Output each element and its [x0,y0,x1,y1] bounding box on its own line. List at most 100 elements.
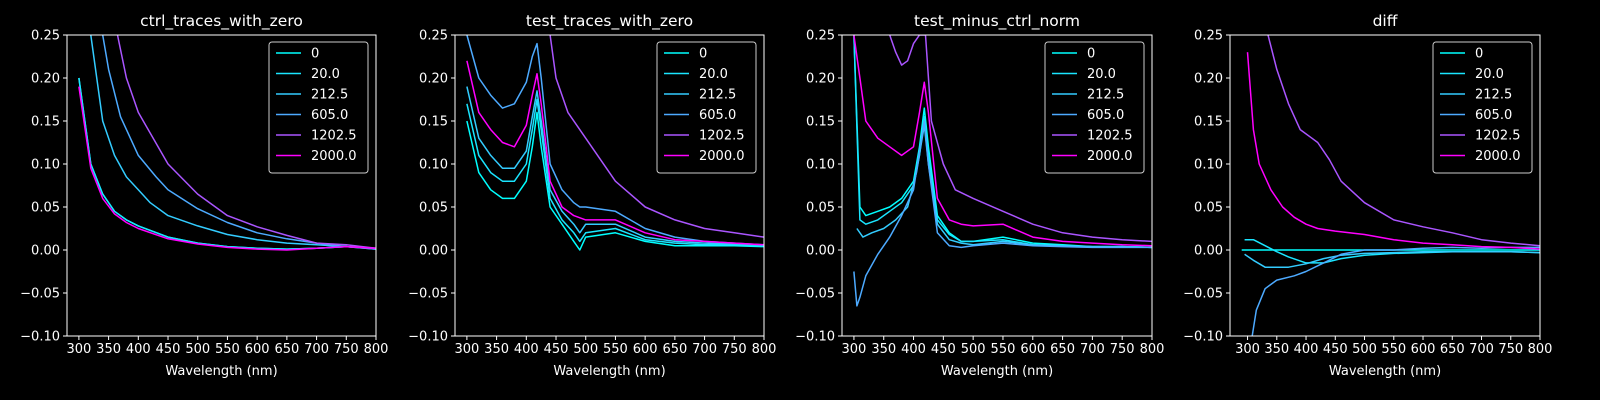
y-tick-label: 0.00 [1194,244,1223,259]
plot-lines [853,35,1152,307]
y-tick-label: −0.05 [795,287,835,302]
panel-ctrl-traces: 300 350 400 450 500 550 600 650 700 750 800 −0.10 −0… [20,12,388,379]
legend-entry: 20.0 [699,67,728,82]
series-line-4 [116,35,376,250]
y-tick-label: 0.10 [806,158,835,173]
x-tick-label: 700 [1080,342,1105,357]
y-tick-label: 0.15 [806,115,835,130]
legend-entry: 212.5 [1475,88,1512,103]
x-tick-label: 400 [901,342,926,357]
legend-entry: 2000.0 [1475,149,1521,164]
series-line-1 [466,98,764,247]
axes-frame [841,34,1153,337]
x-tick-label: 350 [1264,342,1289,357]
x-axis-label: Wavelength (nm) [941,364,1053,379]
x-tick-label: 550 [215,342,240,357]
y-tick-label: 0.05 [419,201,448,216]
series-line-2 [856,124,1152,249]
legend-entry: 2000.0 [311,149,357,164]
y-tick-label: −0.05 [408,287,448,302]
y-tick-label: −0.05 [20,287,60,302]
y-tick-label: 0.25 [1194,29,1223,44]
y-tick-label: 0.10 [31,158,60,173]
panel-test-traces: 300 350 400 450 500 550 600 650 700 750 800 −0.10 −0… [408,12,776,379]
y-tick-label: 0.20 [419,72,448,87]
legend-entry: 605.0 [1475,108,1512,123]
y-tick-label: 0.25 [31,29,60,44]
series-line-5 [1246,52,1540,250]
x-axis-label: Wavelength (nm) [165,364,277,379]
series-line-4 [549,35,764,238]
x-tick-label: 750 [334,342,359,357]
y-tick-label: 0.05 [31,201,60,216]
legend-entry: 212.5 [1087,88,1124,103]
x-tick-label: 300 [1235,342,1260,357]
x-tick-label: 300 [454,342,479,357]
series-line-5 [466,60,764,246]
legend-entry: 212.5 [699,88,736,103]
x-tick-label: 300 [66,342,91,357]
series-line-0 [466,111,764,251]
y-tick-label: 0.05 [806,201,835,216]
y-tick-label: 0.00 [419,244,448,259]
y-tick-label: −0.10 [408,330,448,345]
legend-entry: 1202.5 [1087,129,1133,144]
x-tick-label: 750 [1110,342,1135,357]
x-tick-label: 600 [1020,342,1045,357]
x-tick-label: 700 [1469,342,1494,357]
axes-frame [66,34,377,337]
legend-entry: 20.0 [311,67,340,82]
legend-entry: 20.0 [1087,67,1116,82]
x-tick-label: 500 [573,342,598,357]
series-line-5 [853,35,1152,247]
legend-entry: 0 [1087,47,1095,62]
legend-frame [1432,41,1533,174]
plot-lines [1241,35,1540,336]
legend-entry: 20.0 [1475,67,1504,82]
y-tick-label: −0.10 [1183,330,1223,345]
legend: 0 20.0 212.5 605.0 1202.5 2000.0 [1044,41,1145,174]
y-tick-label: −0.10 [795,330,835,345]
x-tick-label: 350 [871,342,896,357]
x-tick-label: 550 [603,342,628,357]
y-tick-label: 0.20 [31,72,60,87]
x-tick-label: 650 [662,342,687,357]
chart-title: test_minus_ctrl_norm [914,12,1080,31]
series-line-2 [466,86,764,246]
plot-lines [466,35,764,251]
x-tick-label: 700 [304,342,329,357]
axes-frame [454,34,765,337]
x-tick-label: 400 [126,342,151,357]
y-tick-label: 0.20 [1194,72,1223,87]
x-tick-label: 300 [842,342,867,357]
y-tick-label: −0.10 [20,330,60,345]
x-axis-label: Wavelength (nm) [1329,364,1441,379]
y-tick-label: −0.05 [1183,287,1223,302]
y-tick-label: 0.00 [806,244,835,259]
series-line-3 [466,35,764,246]
x-tick-label: 500 [185,342,210,357]
legend-entry: 605.0 [699,108,736,123]
series-line-3 [1251,246,1540,336]
x-tick-label: 450 [544,342,569,357]
legend-entry: 2000.0 [699,149,745,164]
x-tick-label: 800 [364,342,389,357]
legend-frame [268,41,369,174]
x-tick-label: 400 [1294,342,1319,357]
axes-frame [1229,34,1541,337]
y-tick-label: 0.00 [31,244,60,259]
chart-title: test_traces_with_zero [526,12,693,31]
y-tick-label: 0.05 [1194,201,1223,216]
x-tick-label: 650 [1440,342,1465,357]
series-line-0 [853,35,1152,249]
legend-frame [656,41,757,174]
series-line-4 [1267,35,1540,247]
x-tick-label: 800 [752,342,777,357]
y-tick-label: 0.15 [419,115,448,130]
x-tick-label: 700 [692,342,717,357]
x-tick-label: 350 [484,342,509,357]
series-line-2 [1244,250,1540,268]
y-tick-label: 0.20 [806,72,835,87]
